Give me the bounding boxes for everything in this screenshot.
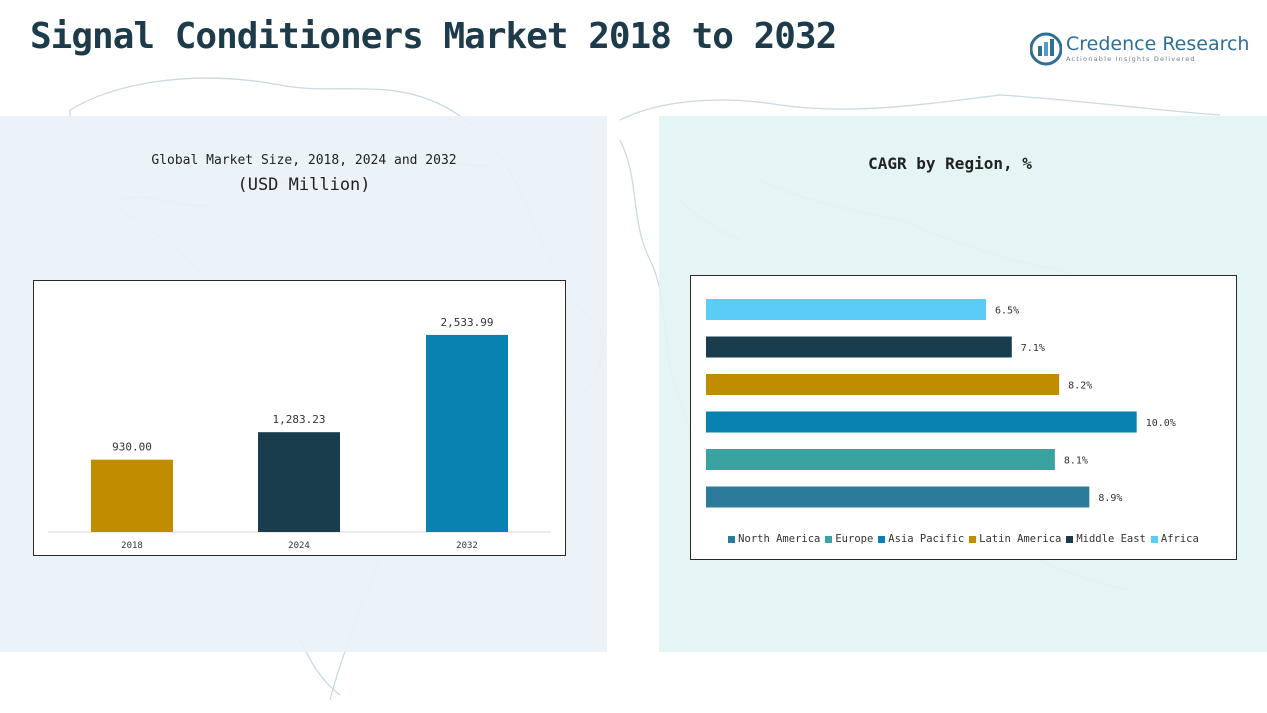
legend-item-europe: Europe — [825, 533, 873, 545]
legend-swatch-asia-pacific — [878, 535, 886, 543]
data-label-2018: 930.00 — [112, 441, 152, 454]
data-label-2024: 1,283.23 — [273, 413, 326, 426]
logo-name: Credence Research — [1066, 33, 1250, 55]
bar-north-america — [706, 486, 1090, 508]
bar-chart-logo-icon — [1030, 32, 1062, 66]
market-size-unit: (USD Million) — [237, 175, 371, 195]
data-label-africa: 6.5% — [995, 306, 1019, 317]
market-size-chart-svg: 930.00 2018 1,283.23 2024 2,533.99 2032 — [48, 316, 551, 551]
legend-item-middle-east: Middle East — [1066, 533, 1146, 545]
legend-item-asia-pacific: Asia Pacific — [878, 533, 964, 545]
cagr-title: CAGR by Region, % — [868, 154, 1032, 173]
data-label-latin-america: 8.2% — [1068, 381, 1092, 392]
data-label-north-america: 8.9% — [1098, 493, 1122, 504]
legend-swatch-middle-east — [1066, 535, 1074, 543]
legend-label-latin-america: Latin America — [979, 533, 1062, 545]
bar-2032 — [426, 334, 508, 532]
data-label-europe: 8.1% — [1064, 456, 1088, 467]
cagr-chart-svg: 6.5% 7.1% 8.2% 10.0% 8.1% 8.9% — [706, 299, 1176, 508]
bar-2018 — [91, 459, 173, 532]
legend-item-latin-america: Latin America — [969, 533, 1061, 545]
legend-label-europe: Europe — [835, 533, 874, 545]
market-size-chart: 930.00 2018 1,283.23 2024 2,533.99 2032 — [33, 280, 566, 556]
legend-label-middle-east: Middle East — [1076, 533, 1146, 545]
cagr-legend: North America Europe Asia Pacific Latin Ame… — [691, 533, 1236, 545]
legend-item-africa: Africa — [1150, 533, 1199, 545]
data-label-middle-east: 7.1% — [1021, 343, 1045, 354]
bar-2024 — [258, 432, 340, 532]
bar-asia-pacific — [706, 411, 1137, 433]
logo-tagline: Actionable Insights Delivered — [1066, 55, 1196, 63]
market-size-subtitle: Global Market Size, 2018, 2024 and 2032 — [151, 153, 457, 168]
legend-label-asia-pacific: Asia Pacific — [888, 533, 965, 545]
bar-middle-east — [706, 336, 1012, 358]
legend-label-north-america: North America — [738, 533, 821, 545]
data-label-2032: 2,533.99 — [441, 316, 494, 329]
tick-label-2032: 2032 — [456, 541, 478, 551]
credence-research-logo: Credence Research Actionable Insights De… — [1030, 30, 1249, 70]
legend-swatch-north-america — [728, 535, 736, 543]
page-title: Signal Conditioners Market 2018 to 2032 — [30, 16, 837, 57]
legend-swatch-europe — [825, 535, 833, 543]
cagr-chart: 6.5% 7.1% 8.2% 10.0% 8.1% 8.9% North America E… — [690, 275, 1237, 560]
bar-europe — [706, 449, 1055, 470]
data-label-asia-pacific: 10.0% — [1146, 418, 1176, 429]
legend-label-africa: Africa — [1160, 533, 1199, 545]
tick-label-2018: 2018 — [121, 541, 143, 551]
legend-swatch-africa — [1150, 535, 1158, 543]
bar-latin-america — [706, 374, 1060, 395]
legend-swatch-latin-america — [969, 535, 977, 543]
bar-africa — [706, 299, 986, 320]
legend-item-north-america: North America — [728, 533, 820, 545]
tick-label-2024: 2024 — [288, 541, 310, 551]
